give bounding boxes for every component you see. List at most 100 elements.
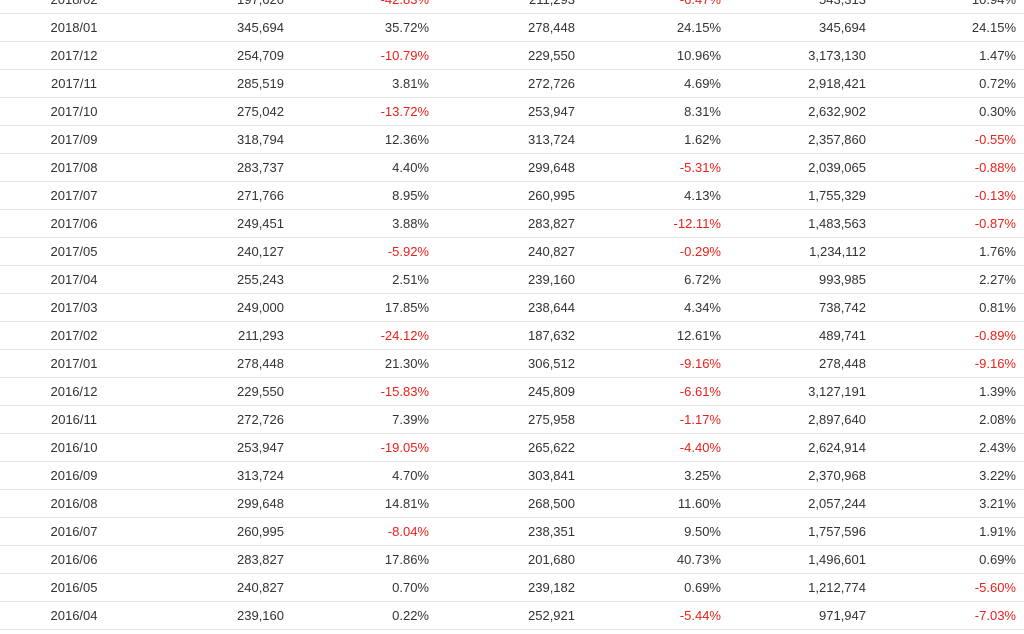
value-cell-3: 971,947 [731, 601, 876, 631]
value-cell-3: 1,755,329 [731, 181, 876, 211]
value-cell-3: 2,357,860 [731, 125, 876, 155]
percent-cell-3: -0.13% [876, 181, 1024, 211]
percent-cell-1: -15.83% [294, 377, 439, 407]
value-cell-3: 489,741 [731, 321, 876, 351]
value-cell-3: 1,483,563 [731, 209, 876, 239]
percent-cell-3: 1.76% [876, 237, 1024, 267]
table-row: 2018/02197,620-42.83%211,293-6.47%543,31… [0, 0, 1024, 15]
percent-cell-2: -12.11% [585, 209, 731, 239]
month-cell: 2018/01 [0, 13, 148, 43]
percent-cell-1: 14.81% [294, 489, 439, 519]
table-row: 2016/06 283,827 17.86% 201,680 40.73% 1,496,6… [0, 545, 1024, 575]
table-row: 2016/10 253,947 -19.05% 265,622 -4.40% 2,624,… [0, 433, 1024, 463]
month-cell: 2016/11 [0, 405, 148, 435]
table-row: 2016/12 229,550 -15.83% 245,809 -6.61% 3,127,… [0, 377, 1024, 407]
percent-cell-2: 4.69% [585, 69, 731, 99]
value-cell-2: 265,622 [439, 433, 585, 463]
month-cell: 2017/09 [0, 125, 148, 155]
value-cell-3: 2,632,902 [731, 97, 876, 127]
table-row: 2016/05 240,827 0.70% 239,182 0.69% 1,212,774… [0, 573, 1024, 603]
value-cell-3: 543,313 [731, 0, 876, 15]
percent-cell-2: -0.29% [585, 237, 731, 267]
value-cell-3: 2,624,914 [731, 433, 876, 463]
percent-cell-3: 1.39% [876, 377, 1024, 407]
percent-cell-2: 4.34% [585, 293, 731, 323]
value-cell-1: 345,694 [148, 13, 294, 43]
percent-cell-3: -9.16% [876, 349, 1024, 379]
percent-cell-2: 8.31% [585, 97, 731, 127]
value-cell-3: 2,057,244 [731, 489, 876, 519]
percent-cell-1: -13.72% [294, 97, 439, 127]
value-cell-3: 993,985 [731, 265, 876, 295]
month-cell: 2017/04 [0, 265, 148, 295]
percent-cell-3: -0.87% [876, 209, 1024, 239]
value-cell-2: 283,827 [439, 209, 585, 239]
percent-cell-1: 4.40% [294, 153, 439, 183]
value-cell-1: 197,620 [148, 0, 294, 15]
month-cell: 2016/05 [0, 573, 148, 603]
value-cell-2: 238,644 [439, 293, 585, 323]
percent-cell-1: 21.30% [294, 349, 439, 379]
percent-cell-3: -0.55% [876, 125, 1024, 155]
table-row: 2017/06 249,451 3.88% 283,827 -12.11% 1,483,5… [0, 209, 1024, 239]
percent-cell-1: 8.95% [294, 181, 439, 211]
value-cell-2: 253,947 [439, 97, 585, 127]
value-cell-3: 738,742 [731, 293, 876, 323]
value-cell-1: 240,127 [148, 237, 294, 267]
table-row: 2017/10 275,042 -13.72% 253,947 8.31% 2,632,9… [0, 97, 1024, 127]
percent-cell-2: -5.31% [585, 153, 731, 183]
value-cell-1: 239,160 [148, 601, 294, 631]
value-cell-3: 2,039,065 [731, 153, 876, 183]
value-cell-2: 272,726 [439, 69, 585, 99]
value-cell-3: 3,127,191 [731, 377, 876, 407]
value-cell-1: 278,448 [148, 349, 294, 379]
table-row: 2017/07 271,766 8.95% 260,995 4.13% 1,755,329… [0, 181, 1024, 211]
value-cell-3: 1,212,774 [731, 573, 876, 603]
percent-cell-2: -9.16% [585, 349, 731, 379]
table-row: 2017/01 278,448 21.30% 306,512 -9.16% 278,448… [0, 349, 1024, 379]
value-cell-1: 285,519 [148, 69, 294, 99]
value-cell-1: 283,827 [148, 545, 294, 575]
value-cell-3: 345,694 [731, 13, 876, 43]
percent-cell-2: 24.15% [585, 13, 731, 43]
value-cell-2: 275,958 [439, 405, 585, 435]
month-cell: 2017/10 [0, 97, 148, 127]
value-cell-1: 229,550 [148, 377, 294, 407]
table-row: 2017/09 318,794 12.36% 313,724 1.62% 2,357,86… [0, 125, 1024, 155]
value-cell-1: 260,995 [148, 517, 294, 547]
month-cell: 2017/02 [0, 321, 148, 351]
percent-cell-3: 1.47% [876, 41, 1024, 71]
value-cell-1: 271,766 [148, 181, 294, 211]
table-row: 2016/04 239,160 0.22% 252,921 -5.44% 971,947-… [0, 601, 1024, 631]
percent-cell-3: 0.72% [876, 69, 1024, 99]
month-cell: 2016/04 [0, 601, 148, 631]
table-row: 2017/08 283,737 4.40% 299,648 -5.31% 2,039,06… [0, 153, 1024, 183]
percent-cell-3: 0.81% [876, 293, 1024, 323]
value-cell-2: 239,182 [439, 573, 585, 603]
month-cell: 2017/12 [0, 41, 148, 71]
value-cell-1: 211,293 [148, 321, 294, 351]
percent-cell-2: 6.72% [585, 265, 731, 295]
percent-cell-1: 17.86% [294, 545, 439, 575]
percent-cell-1: -19.05% [294, 433, 439, 463]
percent-cell-3: 24.15% [876, 13, 1024, 43]
percent-cell-1: 3.88% [294, 209, 439, 239]
percent-cell-1: -24.12% [294, 321, 439, 351]
month-cell: 2016/06 [0, 545, 148, 575]
value-cell-1: 253,947 [148, 433, 294, 463]
percent-cell-1: -42.83% [294, 0, 439, 15]
month-cell: 2017/06 [0, 209, 148, 239]
value-cell-1: 272,726 [148, 405, 294, 435]
percent-cell-3: 1.91% [876, 517, 1024, 547]
month-cell: 2017/03 [0, 293, 148, 323]
month-cell: 2017/11 [0, 69, 148, 99]
percent-cell-3: -7.03% [876, 601, 1024, 631]
value-cell-3: 1,234,112 [731, 237, 876, 267]
value-cell-1: 249,451 [148, 209, 294, 239]
percent-cell-1: 17.85% [294, 293, 439, 323]
percent-cell-2: -5.44% [585, 601, 731, 631]
table-row: 2016/09 313,724 4.70% 303,841 3.25% 2,370,968… [0, 461, 1024, 491]
percent-cell-2: -4.40% [585, 433, 731, 463]
value-cell-2: 299,648 [439, 153, 585, 183]
